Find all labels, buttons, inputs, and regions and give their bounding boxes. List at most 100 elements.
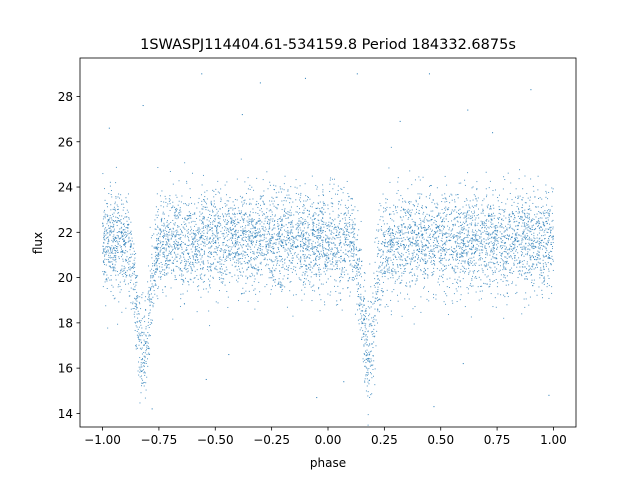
- data-point: [259, 228, 261, 230]
- data-point: [203, 227, 205, 229]
- data-point: [135, 344, 137, 346]
- data-point: [492, 273, 494, 275]
- data-point: [367, 424, 369, 426]
- data-point: [300, 221, 302, 223]
- data-point: [359, 248, 361, 250]
- data-point: [108, 218, 110, 220]
- data-point: [209, 238, 211, 240]
- data-point: [163, 218, 165, 220]
- data-point: [105, 246, 107, 248]
- data-point: [409, 286, 411, 288]
- data-point: [276, 239, 278, 241]
- data-point: [458, 247, 460, 249]
- data-point: [226, 222, 228, 224]
- data-point: [532, 266, 534, 268]
- data-point: [118, 238, 120, 240]
- data-point: [443, 301, 445, 303]
- data-point: [163, 253, 165, 255]
- data-point: [116, 237, 118, 239]
- data-point: [505, 241, 507, 243]
- data-point: [548, 229, 550, 231]
- data-point: [283, 239, 285, 241]
- data-point: [512, 250, 514, 252]
- data-point: [122, 270, 124, 272]
- data-point: [496, 262, 498, 264]
- data-point: [409, 214, 411, 216]
- data-point: [250, 248, 252, 250]
- data-point: [304, 243, 306, 245]
- data-point: [229, 229, 231, 231]
- data-point: [396, 192, 398, 194]
- data-point: [278, 243, 280, 245]
- data-point: [538, 218, 540, 220]
- data-point: [347, 212, 349, 214]
- data-point: [149, 312, 151, 314]
- data-point: [318, 237, 320, 239]
- data-point: [217, 302, 219, 304]
- data-point: [398, 256, 400, 258]
- data-point: [477, 197, 479, 199]
- data-point: [325, 241, 327, 243]
- data-point: [488, 215, 490, 217]
- data-point: [404, 232, 406, 234]
- data-point: [361, 265, 363, 267]
- data-point: [488, 286, 490, 288]
- data-point: [385, 258, 387, 260]
- data-point: [359, 302, 361, 304]
- data-point: [129, 295, 131, 297]
- data-point: [247, 221, 249, 223]
- data-point: [291, 229, 293, 231]
- data-point: [245, 213, 247, 215]
- data-point: [478, 229, 480, 231]
- data-point: [163, 235, 165, 237]
- data-point: [104, 230, 106, 232]
- data-point: [268, 223, 270, 225]
- data-point: [481, 222, 483, 224]
- data-point: [105, 230, 107, 232]
- data-point: [290, 226, 292, 228]
- data-point: [532, 257, 534, 259]
- data-point: [261, 252, 263, 254]
- data-point: [203, 263, 205, 265]
- data-point: [248, 203, 250, 205]
- data-point: [146, 348, 147, 350]
- data-point: [117, 252, 119, 254]
- data-point: [147, 324, 149, 326]
- data-point: [334, 224, 336, 226]
- data-point: [514, 245, 516, 247]
- data-point: [106, 246, 108, 248]
- data-point: [502, 188, 504, 190]
- data-point: [319, 252, 321, 254]
- data-point: [495, 189, 496, 191]
- data-point: [266, 284, 268, 286]
- data-point: [134, 302, 136, 304]
- data-point: [112, 295, 114, 297]
- data-point: [238, 277, 240, 279]
- data-point: [110, 226, 112, 227]
- data-point: [302, 254, 304, 256]
- data-point: [160, 276, 162, 278]
- data-point: [410, 257, 412, 259]
- data-point: [438, 227, 440, 229]
- data-point: [283, 200, 285, 202]
- data-point: [304, 254, 306, 256]
- data-point: [325, 281, 327, 283]
- data-point: [139, 347, 141, 349]
- data-point: [274, 215, 276, 217]
- data-point: [406, 236, 408, 238]
- data-point: [262, 255, 264, 257]
- data-point: [238, 247, 240, 249]
- data-point: [348, 196, 350, 198]
- data-point: [169, 199, 171, 201]
- data-point: [481, 239, 483, 241]
- data-point: [381, 288, 383, 290]
- data-point: [135, 303, 137, 305]
- data-point: [363, 296, 365, 298]
- data-point: [303, 223, 305, 225]
- data-point: [540, 226, 542, 228]
- data-point: [433, 245, 435, 247]
- data-point: [240, 226, 242, 228]
- data-point: [258, 245, 260, 247]
- data-point: [406, 256, 408, 258]
